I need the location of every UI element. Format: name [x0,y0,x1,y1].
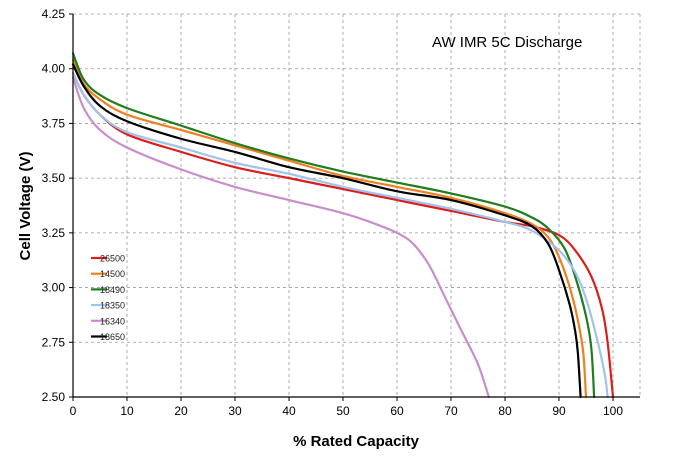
series-line-14500 [71,58,588,399]
x-tick-label: 90 [552,404,566,418]
y-tick-label: 4.00 [42,62,66,76]
x-tick-label: 100 [603,404,623,418]
x-tick-label: 70 [444,404,458,418]
x-tick-label: 40 [282,404,296,418]
y-axis-title: Cell Voltage (V) [17,152,34,261]
y-tick-label: 2.50 [42,390,66,404]
x-tick-label: 80 [498,404,512,418]
x-tick-label: 0 [70,404,77,418]
legend-label-14500: 14500 [100,269,125,279]
series-line-18490 [71,52,596,399]
x-tick-label: 30 [228,404,242,418]
y-tick-label: 3.25 [42,226,66,240]
x-tick-label: 10 [120,404,134,418]
grid-layer [73,13,641,397]
x-tick-label: 20 [174,404,188,418]
legend-label-18490: 18490 [100,285,125,295]
legend: 26500 14500 18490 18350 16340 18650 [91,254,125,342]
legend-label-18650: 18650 [100,332,125,342]
legend-label-16340: 16340 [100,316,125,326]
x-axis-title: % Rated Capacity [293,433,420,450]
legend-label-26500: 26500 [100,254,125,264]
x-tick-label: 50 [336,404,350,418]
y-tick-label: 4.25 [42,7,66,21]
y-tick-label: 2.75 [42,335,66,349]
chart-title: AW IMR 5C Discharge [432,34,582,51]
series-line-18650 [71,63,582,399]
legend-label-18350: 18350 [100,301,125,311]
series-line-18350 [71,71,609,399]
y-tick-label: 3.00 [42,281,66,295]
y-tick-label: 3.75 [42,116,66,130]
series-layer [71,52,615,399]
x-tick-label: 60 [390,404,404,418]
y-tick-label: 3.50 [42,171,66,185]
series-line-16340 [71,76,490,399]
series-line-26500 [71,71,615,399]
axis-layer: 0 10 20 30 40 50 60 70 80 90 100 2.50 2.75 3.00 3.25 3.… [42,7,640,418]
